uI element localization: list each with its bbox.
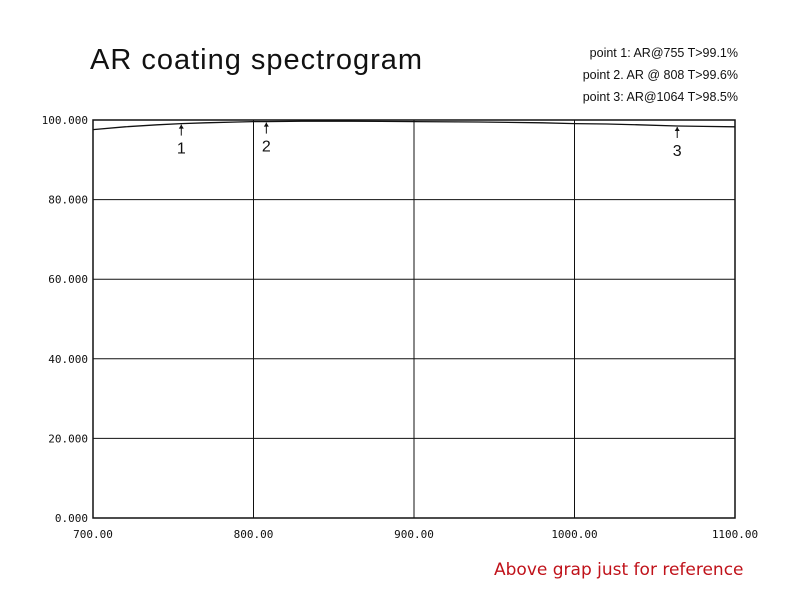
y-tick-label: 60.000 bbox=[48, 273, 88, 286]
point-3-marker: 3 bbox=[673, 143, 682, 160]
point-2-arrow-head bbox=[263, 122, 269, 127]
point-3-arrow-head bbox=[674, 126, 680, 131]
y-tick-label: 100.000 bbox=[42, 114, 88, 127]
point-1-label: point 1: AR@755 T>99.1% bbox=[589, 46, 738, 60]
reference-note: Above grap just for reference bbox=[494, 560, 744, 580]
x-tick-label: 700.00 bbox=[73, 528, 113, 541]
y-tick-label: 40.000 bbox=[48, 353, 88, 366]
chart-title: AR coating spectrogram bbox=[90, 44, 424, 76]
point-3-label: point 3: AR@1064 T>98.5% bbox=[582, 90, 738, 104]
x-tick-label: 1100.00 bbox=[712, 528, 758, 541]
y-tick-label: 80.000 bbox=[48, 194, 88, 207]
x-tick-label: 900.00 bbox=[394, 528, 434, 541]
point-1-marker: 1 bbox=[177, 141, 186, 158]
point-2-marker: 2 bbox=[262, 139, 271, 156]
x-tick-label: 1000.00 bbox=[551, 528, 597, 541]
x-tick-label: 800.00 bbox=[234, 528, 274, 541]
point-2-label: point 2. AR @ 808 T>99.6% bbox=[582, 68, 738, 82]
y-tick-label: 0.000 bbox=[55, 512, 88, 525]
transmittance-line bbox=[92, 120, 736, 131]
y-tick-label: 20.000 bbox=[48, 432, 88, 445]
point-1-arrow-head bbox=[178, 124, 184, 129]
point-annotations-legend: point 1: AR@755 T>99.1% point 2. AR @ 80… bbox=[583, 42, 738, 108]
